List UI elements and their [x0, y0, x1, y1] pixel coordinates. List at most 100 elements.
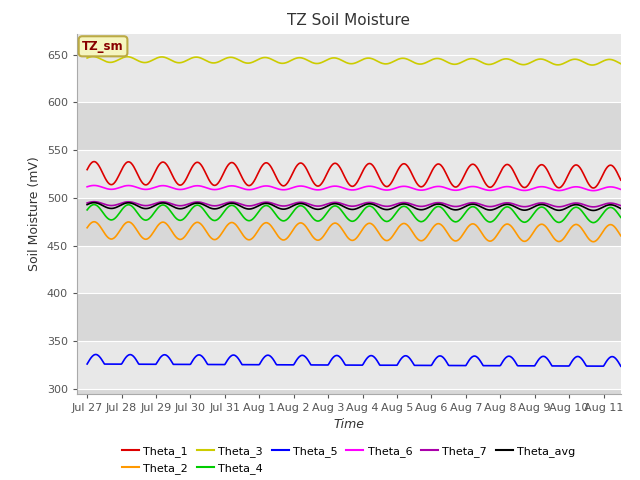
Line: Theta_3: Theta_3 — [87, 57, 621, 65]
Theta_6 — [83, 184, 91, 190]
Theta_7 — [489, 204, 497, 209]
Theta_avg — [83, 202, 91, 207]
Theta_5 — [489, 363, 497, 369]
Theta_5 — [83, 361, 91, 367]
Theta_4 — [408, 210, 415, 216]
Line: Theta_7: Theta_7 — [87, 202, 621, 207]
Theta_7 — [408, 201, 415, 207]
Theta_1 — [90, 159, 98, 165]
Theta_6 — [589, 188, 597, 193]
Theta_4 — [489, 218, 497, 224]
Line: Theta_4: Theta_4 — [87, 204, 621, 223]
Theta_5 — [543, 356, 551, 361]
Theta_avg — [589, 207, 597, 213]
Theta_1 — [617, 177, 625, 183]
Theta_3 — [83, 55, 91, 61]
Theta_avg — [617, 205, 625, 211]
Theta_4 — [424, 214, 431, 220]
Theta_4 — [83, 207, 91, 213]
Theta_5 — [408, 358, 415, 364]
Theta_1 — [543, 168, 551, 173]
Bar — [77, 102, 621, 150]
Theta_1 — [424, 177, 431, 182]
Theta_4 — [116, 209, 124, 215]
Theta_6 — [116, 184, 124, 190]
Bar — [77, 341, 621, 389]
Theta_2 — [617, 233, 625, 239]
Title: TZ Soil Moisture: TZ Soil Moisture — [287, 13, 410, 28]
Text: TZ_sm: TZ_sm — [82, 40, 124, 53]
Theta_7 — [617, 203, 625, 208]
Theta_7 — [394, 201, 401, 206]
Theta_5 — [617, 363, 625, 369]
Theta_3 — [588, 62, 596, 68]
Theta_1 — [394, 168, 401, 173]
Theta_2 — [394, 226, 401, 231]
Theta_5 — [116, 361, 124, 367]
Theta_6 — [394, 184, 401, 190]
Theta_3 — [543, 58, 551, 64]
Theta_4 — [589, 220, 597, 226]
Theta_1 — [589, 185, 597, 191]
Bar — [77, 389, 621, 394]
Theta_2 — [116, 227, 124, 232]
Theta_avg — [408, 204, 415, 209]
Theta_7 — [543, 201, 551, 207]
Theta_3 — [489, 61, 497, 67]
Bar — [77, 55, 621, 102]
Line: Theta_avg: Theta_avg — [87, 203, 621, 210]
Theta_avg — [116, 203, 124, 208]
Theta_1 — [408, 171, 415, 177]
Theta_3 — [90, 54, 97, 60]
Theta_7 — [90, 199, 98, 204]
Theta_avg — [489, 207, 497, 213]
Theta_2 — [543, 226, 551, 231]
Theta_1 — [83, 167, 91, 172]
Line: Theta_1: Theta_1 — [87, 162, 621, 188]
Theta_6 — [408, 185, 415, 191]
Theta_7 — [83, 200, 91, 206]
Theta_2 — [489, 238, 497, 243]
Theta_5 — [394, 361, 401, 367]
Theta_avg — [543, 203, 551, 209]
Theta_1 — [489, 183, 497, 189]
Theta_6 — [424, 186, 431, 192]
Theta_7 — [589, 204, 597, 210]
Theta_6 — [543, 185, 551, 191]
Theta_4 — [394, 208, 401, 214]
Theta_2 — [90, 219, 98, 225]
Theta_avg — [90, 200, 98, 205]
Theta_3 — [116, 56, 124, 61]
Theta_4 — [543, 208, 551, 214]
Theta_3 — [424, 59, 431, 65]
Theta_4 — [617, 215, 625, 220]
Y-axis label: Soil Moisture (mV): Soil Moisture (mV) — [28, 156, 41, 271]
Theta_5 — [92, 352, 100, 358]
Bar — [77, 198, 621, 246]
Theta_7 — [424, 203, 431, 208]
Theta_3 — [617, 61, 625, 67]
Line: Theta_6: Theta_6 — [87, 185, 621, 191]
Theta_avg — [394, 203, 401, 208]
Theta_6 — [90, 182, 98, 188]
Theta_4 — [90, 202, 98, 207]
Theta_2 — [424, 232, 431, 238]
Theta_3 — [394, 57, 401, 62]
Line: Theta_5: Theta_5 — [87, 355, 621, 366]
Theta_6 — [617, 187, 625, 192]
X-axis label: Time: Time — [333, 418, 364, 431]
Legend: Theta_1, Theta_2, Theta_3, Theta_4, Theta_5, Theta_6, Theta_7, Theta_avg: Theta_1, Theta_2, Theta_3, Theta_4, Thet… — [118, 442, 580, 478]
Theta_2 — [408, 228, 415, 234]
Bar — [77, 246, 621, 293]
Theta_5 — [424, 362, 431, 368]
Theta_1 — [116, 169, 124, 175]
Bar — [77, 34, 621, 55]
Theta_3 — [408, 59, 415, 64]
Theta_2 — [589, 239, 597, 245]
Bar — [77, 150, 621, 198]
Theta_2 — [83, 225, 91, 231]
Theta_7 — [116, 201, 124, 206]
Theta_avg — [424, 205, 431, 211]
Bar — [77, 293, 621, 341]
Theta_6 — [489, 187, 497, 193]
